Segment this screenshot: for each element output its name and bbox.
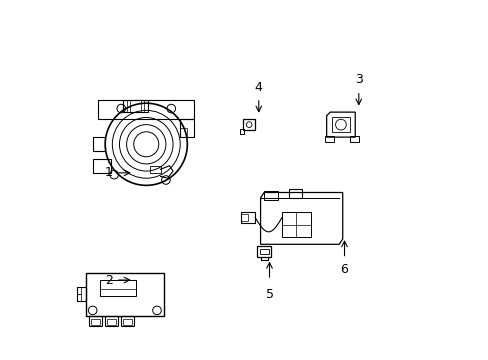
Bar [121,316,134,327]
Text: 4: 4 [254,81,262,94]
Bar [149,166,160,173]
Text: 2: 2 [104,274,112,287]
Text: 6: 6 [340,263,348,276]
Text: 3: 3 [354,73,362,86]
Bar [77,287,85,301]
Bar [180,128,187,137]
Bar [349,136,358,143]
Bar [282,212,310,237]
Bar [180,119,194,137]
Bar [240,129,244,134]
Bar [85,273,164,316]
Bar [242,119,255,130]
Bar [91,319,100,325]
Bar [257,246,271,257]
Bar [77,294,81,301]
Bar [241,214,247,221]
Bar [98,100,194,119]
Bar [264,191,278,200]
Bar [105,316,118,327]
Bar [288,189,301,198]
Bar [93,137,105,152]
Text: 5: 5 [265,288,273,301]
Bar [259,249,268,254]
Bar [93,158,110,173]
Bar [241,212,255,223]
Text: 1: 1 [104,166,112,179]
Bar [123,100,148,112]
Bar [100,280,135,296]
Bar [331,117,349,132]
Bar [77,287,81,294]
Bar [89,316,102,327]
Bar [123,319,132,325]
Bar [107,319,116,325]
Bar [324,136,333,143]
